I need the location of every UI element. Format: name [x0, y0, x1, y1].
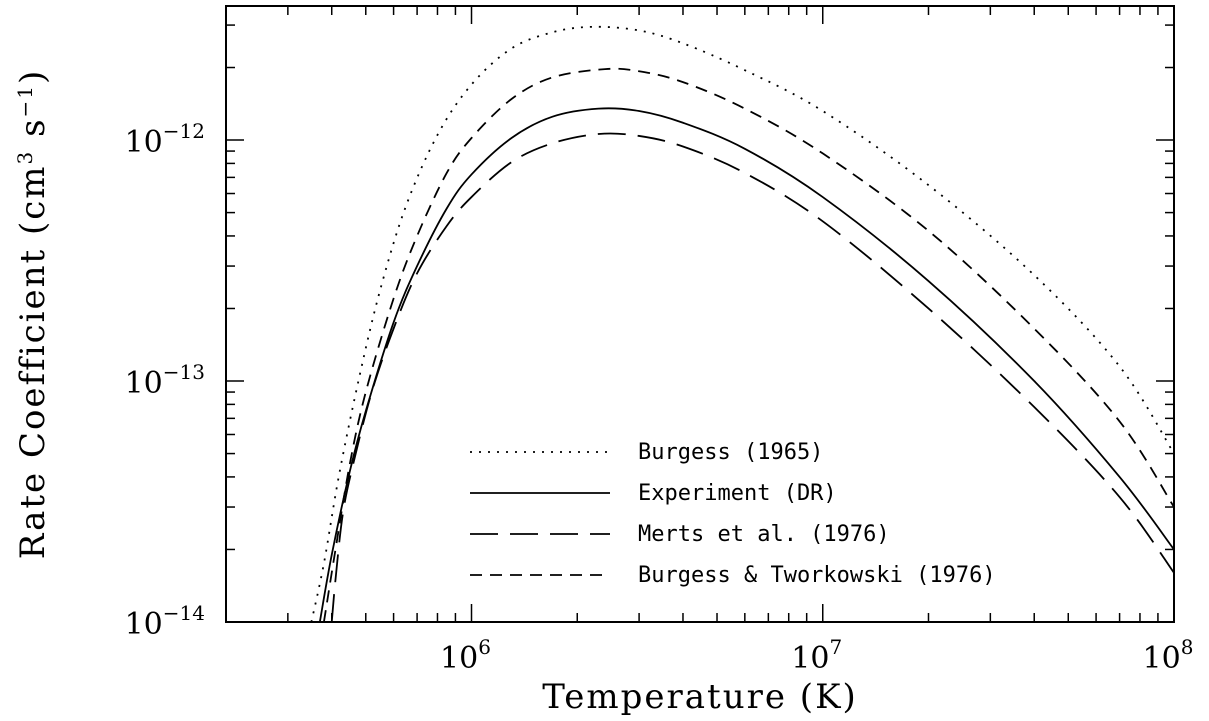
series-line: [323, 67, 1174, 622]
y-tick-label: 10−14: [125, 601, 205, 642]
legend-label: Experiment (DR): [638, 481, 837, 506]
series-line: [310, 25, 1174, 622]
data-curves: [310, 25, 1174, 622]
legend-label: Merts et al. (1976): [638, 522, 890, 547]
axis-ticks: [225, 6, 1175, 623]
legend: Burgess (1965) Experiment (DR) Merts et al…: [470, 440, 996, 588]
x-axis-title: Temperature (K): [542, 677, 857, 717]
y-axis-title: Rate Coefficient (cm3 s−1): [13, 69, 53, 560]
tick-labels: 106 107 108 10−14 10−13 10−12: [125, 119, 1194, 676]
y-tick-label: 10−12: [125, 119, 205, 160]
x-tick-label: 108: [1143, 635, 1194, 676]
y-tick-label: 10−13: [125, 360, 205, 401]
x-tick-label: 106: [440, 635, 491, 676]
series-line: [330, 132, 1174, 622]
legend-label: Burgess & Tworkowski (1976): [638, 563, 996, 588]
legend-label: Burgess (1965): [638, 440, 823, 465]
plot-frame: [225, 5, 1175, 623]
x-tick-label: 107: [791, 635, 842, 676]
